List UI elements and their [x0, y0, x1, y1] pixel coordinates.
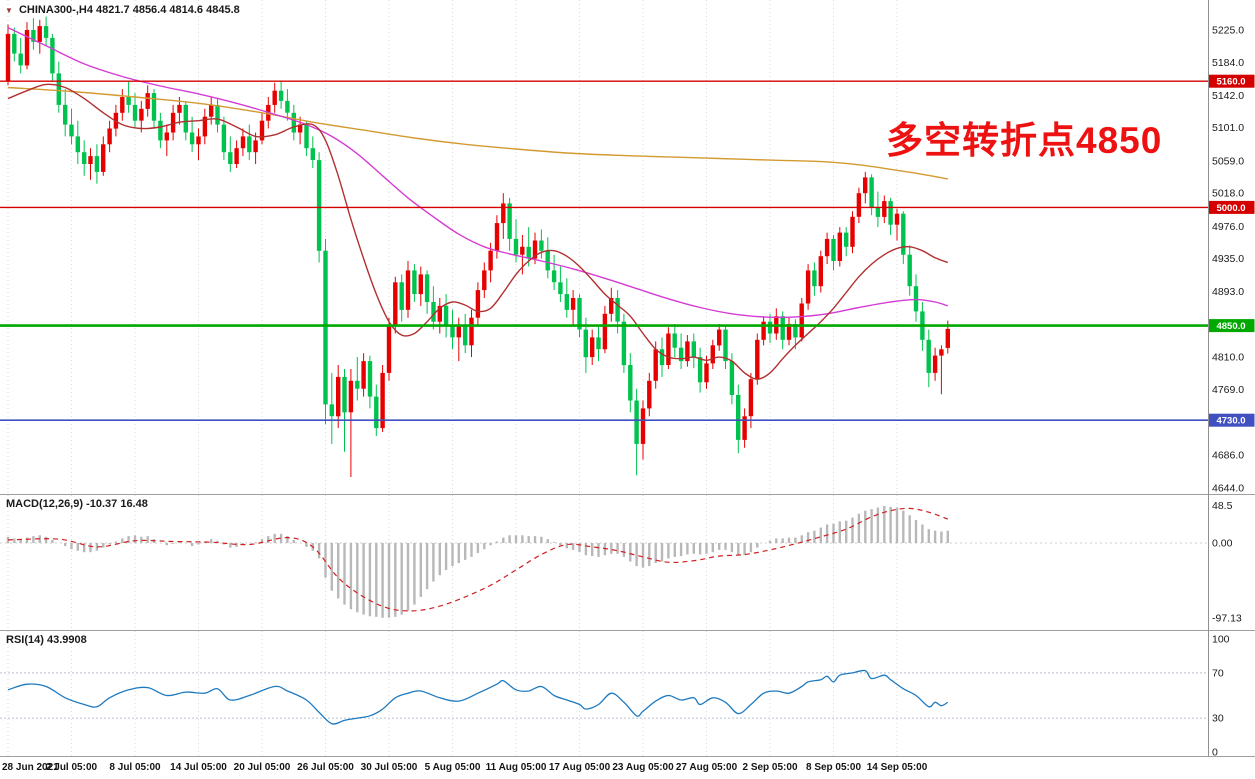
price-axis-separator — [1208, 0, 1209, 756]
svg-text:0: 0 — [1212, 747, 1218, 758]
svg-text:70: 70 — [1212, 667, 1224, 679]
time-axis-label: 27 Aug 05:00 — [675, 762, 738, 773]
macd-panel-plot[interactable]: 48.5 0.00 -97.13 — [0, 495, 1255, 630]
time-axis-label: 14 Sep 05:00 — [866, 762, 928, 773]
svg-text:4976.0: 4976.0 — [1212, 221, 1244, 233]
price-scale[interactable] — [1208, 0, 1255, 757]
time-axis-label: 20 Jul 05:00 — [233, 762, 291, 773]
symbol-ohlc-title: CHINA300-,H4 4821.7 4856.4 4814.6 4845.8 — [18, 4, 240, 16]
time-axis-label: 26 Jul 05:00 — [297, 762, 354, 773]
svg-text:4935.0: 4935.0 — [1212, 253, 1244, 265]
rsi-indicator-label: RSI(14) 43.9908 — [6, 634, 87, 646]
svg-text:4686.0: 4686.0 — [1212, 449, 1244, 461]
main-chart-plot[interactable]: 5225.0 5184.0 5142.0 5101.0 5059.0 5018.0 4976… — [0, 0, 1255, 494]
svg-text:5184.0: 5184.0 — [1212, 57, 1244, 69]
svg-text:4810.0: 4810.0 — [1212, 352, 1244, 364]
time-axis-divider — [0, 756, 1255, 757]
time-axis-label: 28 Jun 2021 — [2, 762, 59, 773]
time-axis-label: 30 Jul 05:00 — [360, 762, 418, 773]
time-axis-label: 2 Sep 05:00 — [742, 762, 798, 773]
svg-text:5000.0: 5000.0 — [1216, 203, 1245, 214]
rsi-panel-divider[interactable] — [0, 630, 1255, 631]
svg-text:5142.0: 5142.0 — [1212, 90, 1244, 102]
macd-panel-divider[interactable] — [0, 494, 1255, 495]
time-scale[interactable]: 28 Jun 2021 2 Jul 05:00 8 Jul 05:00 14 Jul … — [0, 757, 1255, 779]
svg-text:-97.13: -97.13 — [1212, 612, 1242, 624]
svg-text:100: 100 — [1212, 634, 1230, 646]
time-axis-label: 5 Aug 05:00 — [424, 762, 481, 773]
svg-text:48.5: 48.5 — [1212, 500, 1233, 512]
svg-text:5101.0: 5101.0 — [1212, 122, 1244, 134]
svg-text:30: 30 — [1212, 713, 1224, 725]
svg-text:5160.0: 5160.0 — [1216, 77, 1245, 88]
macd-indicator-label: MACD(12,26,9) -10.37 16.48 — [6, 498, 148, 510]
time-axis-label: 14 Jul 05:00 — [170, 762, 227, 773]
dropdown-marker-icon[interactable]: ▼ — [5, 6, 13, 15]
time-axis-label: 23 Aug 05:00 — [612, 762, 674, 773]
time-axis-label: 8 Jul 05:00 — [109, 762, 161, 773]
svg-text:4769.0: 4769.0 — [1212, 384, 1244, 396]
time-axis-label: 2 Jul 05:00 — [45, 762, 98, 773]
svg-text:5018.0: 5018.0 — [1212, 188, 1244, 200]
rsi-panel-plot[interactable]: 100 70 30 0 — [0, 631, 1255, 757]
time-axis-label: 17 Aug 05:00 — [548, 762, 611, 773]
svg-text:0.00: 0.00 — [1212, 538, 1233, 550]
time-axis-label: 8 Sep 05:00 — [805, 762, 862, 773]
chart-title: ▼ CHINA300-,H4 4821.7 4856.4 4814.6 4845… — [5, 4, 240, 16]
annotation-text: 多空转折点4850 — [886, 120, 1163, 161]
svg-text:4893.0: 4893.0 — [1212, 286, 1244, 298]
svg-text:4850.0: 4850.0 — [1216, 321, 1245, 332]
time-axis-label: 11 Aug 05:00 — [485, 762, 547, 773]
svg-text:5225.0: 5225.0 — [1212, 25, 1244, 37]
svg-text:4644.0: 4644.0 — [1212, 483, 1244, 495]
svg-text:4730.0: 4730.0 — [1216, 416, 1245, 427]
svg-text:5059.0: 5059.0 — [1212, 155, 1244, 167]
